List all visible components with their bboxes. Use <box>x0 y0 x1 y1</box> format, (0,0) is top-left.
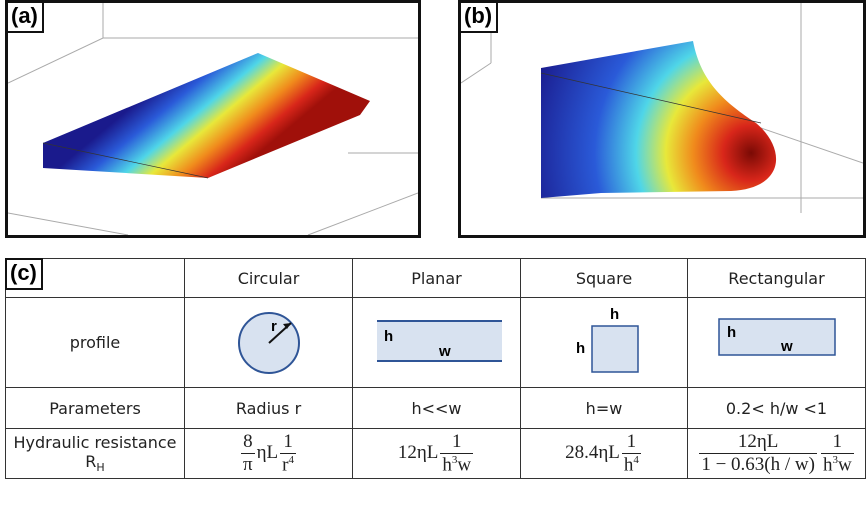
cell: h h <box>521 298 688 388</box>
row-header: Hydraulic resistance RH <box>6 429 185 479</box>
comparison-table: Circular Planar Square Rectangular profi… <box>5 258 866 479</box>
denominator-text: w <box>457 454 471 475</box>
denominator: h3w <box>821 454 854 476</box>
row-header: Parameters <box>6 388 185 429</box>
header-row: Circular Planar Square Rectangular <box>6 259 866 298</box>
planar-profile: h w <box>367 311 507 371</box>
row-header: profile <box>6 298 185 388</box>
cell: 0.2< h/w <1 <box>688 388 866 429</box>
numerator: 8 <box>241 431 255 454</box>
profile-label: h <box>384 328 393 345</box>
square-profile: h h <box>554 301 654 381</box>
render-a <box>8 3 418 235</box>
column-header: Circular <box>185 259 353 298</box>
denominator-text: 1 − 0.63(h / w) <box>701 454 815 475</box>
panel-label: (b) <box>461 3 498 33</box>
profile-label: w <box>780 338 793 355</box>
profile-label: h <box>727 324 736 341</box>
profile-label: h <box>610 306 619 323</box>
header-text: Hydraulic resistance R <box>14 433 177 471</box>
cell: h<<w <box>353 388 521 429</box>
denominator: 1 − 0.63(h / w) <box>699 454 817 476</box>
panel-a: (a) <box>5 0 421 238</box>
formula-text: 28.4ηL <box>565 442 620 463</box>
rectangular-profile: h w <box>707 311 847 371</box>
exponent: 4 <box>288 454 294 466</box>
cell: h w <box>688 298 866 388</box>
numerator: 1 <box>622 431 641 454</box>
column-header: Rectangular <box>688 259 866 298</box>
denominator: π <box>241 454 255 476</box>
panel-label: (a) <box>8 3 44 33</box>
denominator-text: h <box>624 454 634 475</box>
denominator-text: h <box>442 454 452 475</box>
numerator: 1 <box>280 431 296 454</box>
cell: r <box>185 298 353 388</box>
cell: h=w <box>521 388 688 429</box>
formula-text: ηL <box>257 442 279 463</box>
subscript: H <box>96 461 104 474</box>
profile-label: h <box>576 340 585 357</box>
cell: h w <box>353 298 521 388</box>
numerator: 1 <box>440 431 473 454</box>
denominator-text: π <box>243 454 253 475</box>
denominator: h3w <box>440 454 473 476</box>
cell: Radius r <box>185 388 353 429</box>
denominator-text: h <box>823 454 833 475</box>
denominator: h4 <box>622 454 641 476</box>
panel-b: (b) <box>458 0 866 238</box>
panel-label: (c) <box>5 258 43 290</box>
denominator-text: w <box>838 454 852 475</box>
formula-text: 12ηL <box>398 442 439 463</box>
circle-profile: r <box>229 301 309 381</box>
exponent: 4 <box>633 454 639 466</box>
numerator: 12ηL <box>699 431 817 454</box>
column-header: Planar <box>353 259 521 298</box>
numerator: 1 <box>821 431 854 454</box>
render-b <box>461 3 863 235</box>
profile-label: w <box>438 343 451 360</box>
denominator: r4 <box>280 454 296 476</box>
figure: (a) (b) Circular Planar Square Rectangul… <box>0 0 868 505</box>
profile-row: profile r h w h h h w <box>6 298 866 388</box>
profile-label: r <box>271 318 277 335</box>
column-header: Square <box>521 259 688 298</box>
